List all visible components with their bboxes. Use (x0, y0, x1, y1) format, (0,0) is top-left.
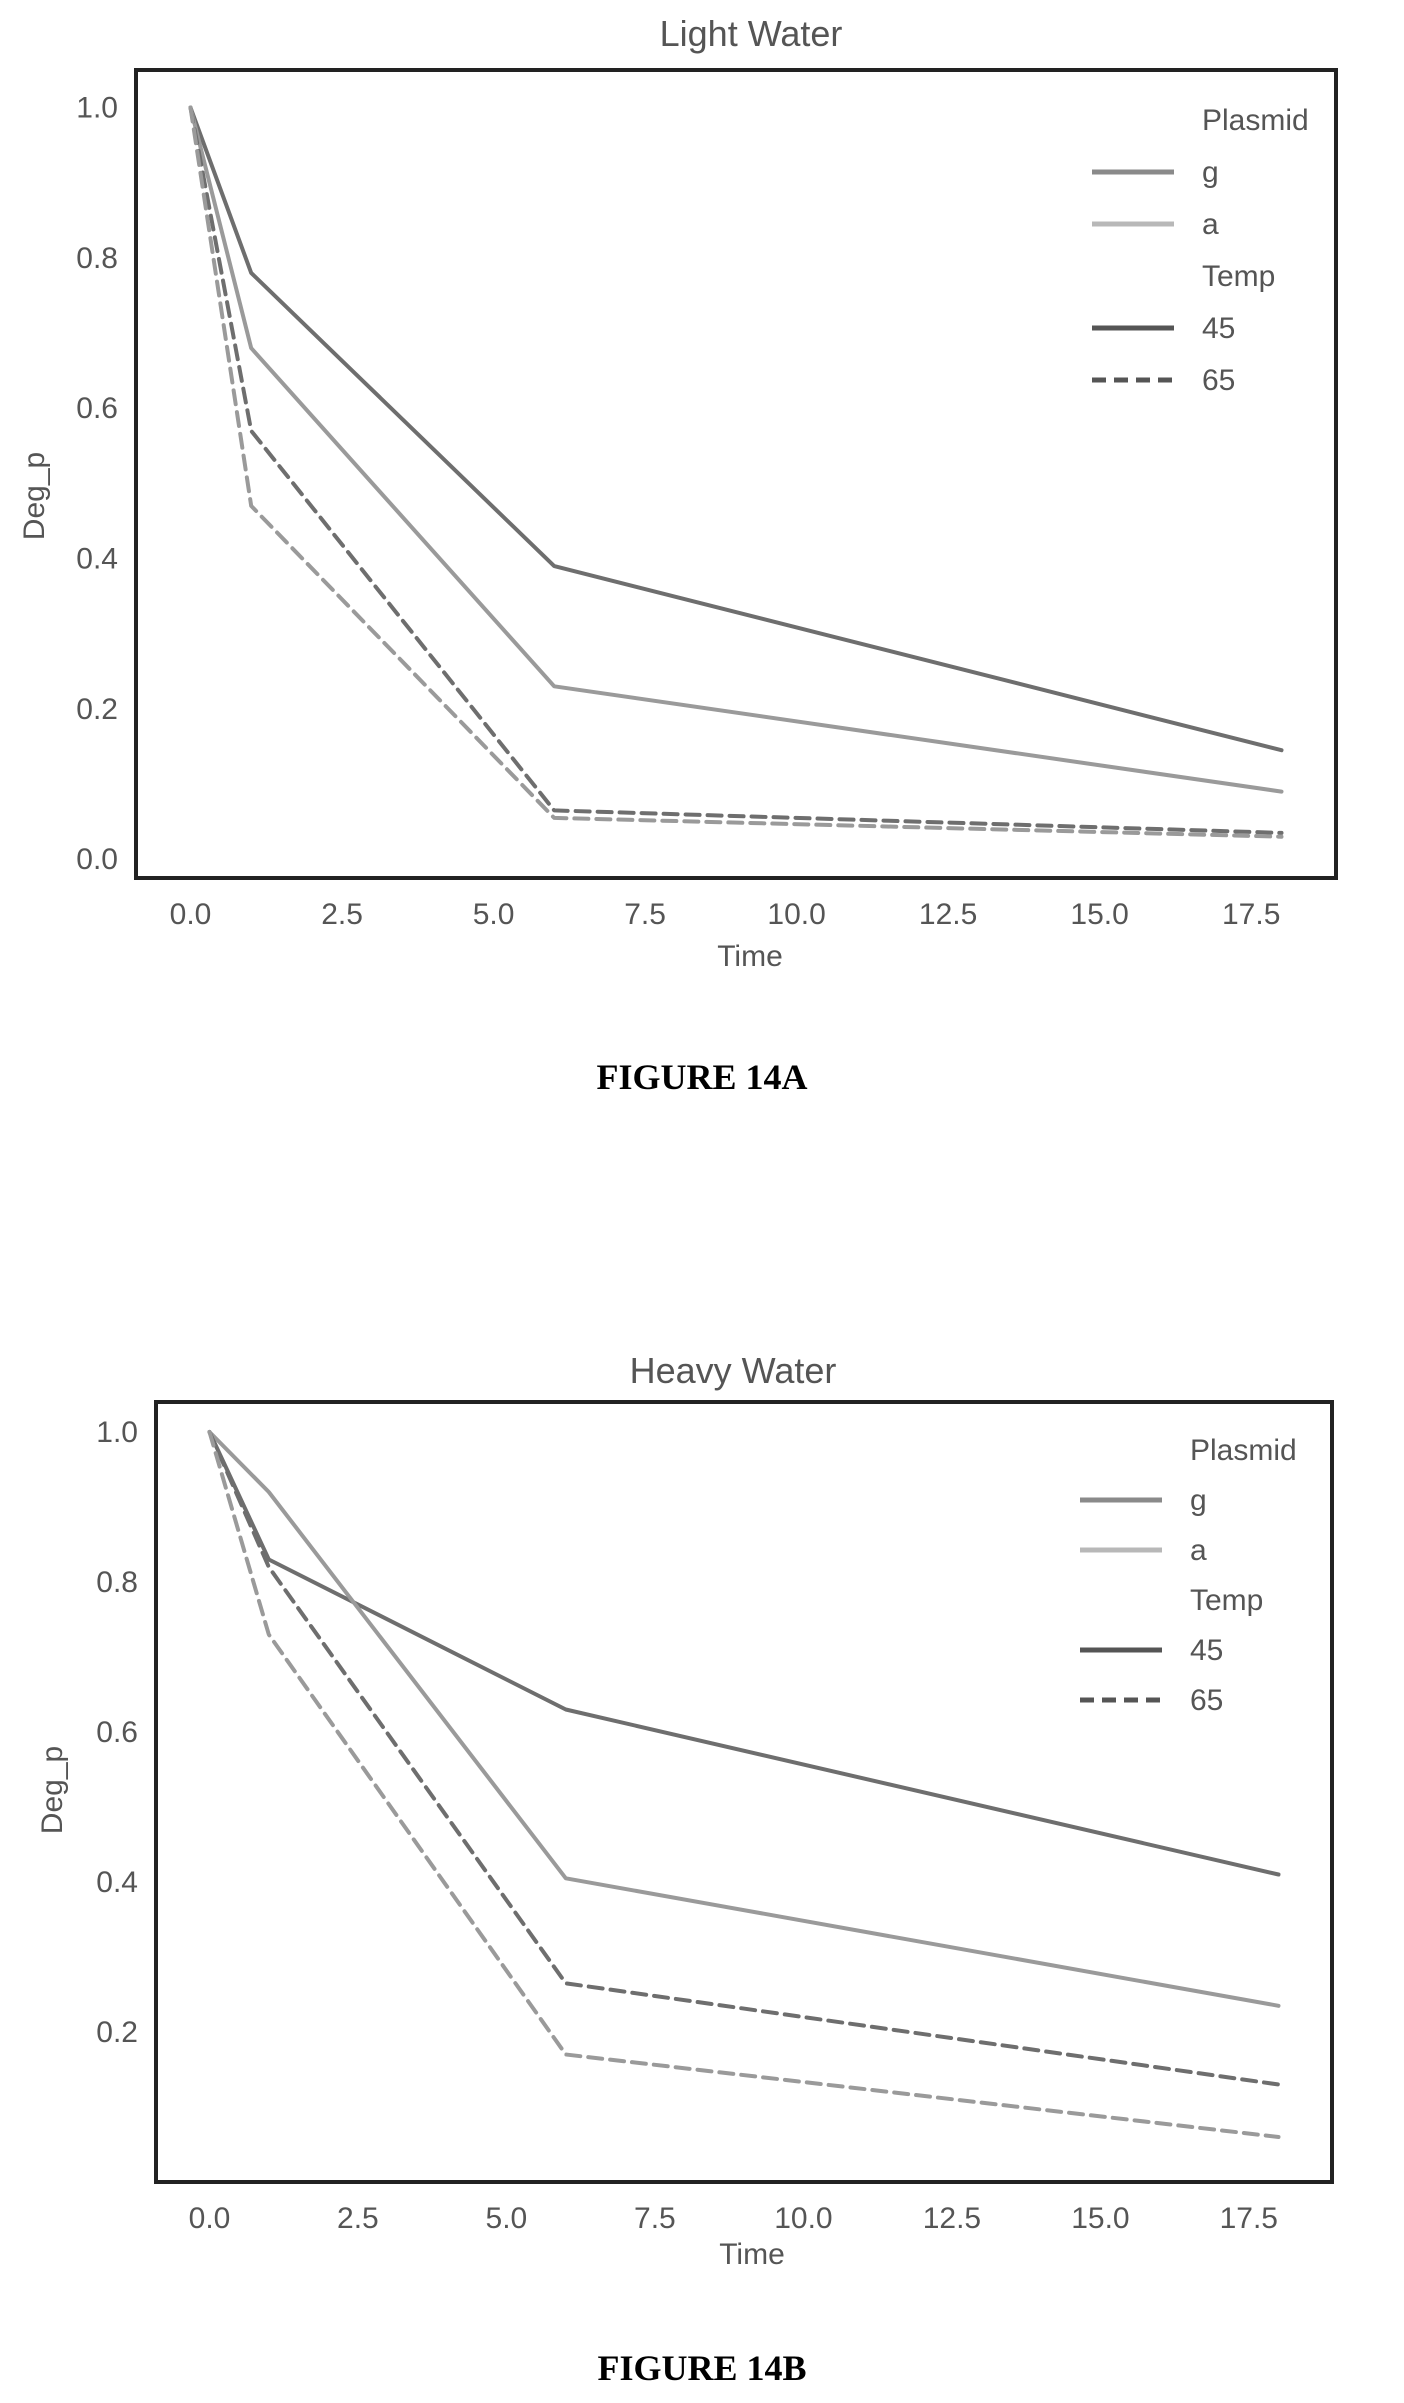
series-line-g-65 (188, 105, 1284, 835)
x-axis-ticks: 0.0 2.5 5.0 7.5 10.0 12.5 15.0 17.5 (189, 2202, 1278, 2235)
y-tick-label: 0.4 (76, 543, 118, 576)
x-tick-label: 10.0 (774, 2202, 832, 2235)
x-tick-label: 10.0 (767, 898, 825, 931)
y-tick-label: 1.0 (76, 92, 118, 125)
series-line-a-45 (207, 1430, 1281, 2008)
x-tick-label: 0.0 (189, 2202, 231, 2235)
x-axis-label: Time (719, 2238, 785, 2271)
figure-caption-14b: FIGURE 14B (597, 2348, 806, 2388)
legend: Plasmid ga Temp 45 65 (1080, 1434, 1297, 1717)
figure-caption-14a: FIGURE 14A (596, 1057, 807, 1097)
legend-label: g (1190, 1484, 1207, 1517)
y-tick-label: 0.8 (76, 242, 118, 275)
y-axis-ticks: 0.2 0.4 0.6 0.8 1.0 (96, 1416, 138, 2049)
x-tick-label: 5.0 (486, 2202, 528, 2235)
x-tick-label: 7.5 (634, 2202, 676, 2235)
legend-label: 45 (1190, 1634, 1223, 1667)
chart-plot-area (188, 105, 1284, 839)
x-tick-label: 15.0 (1071, 2202, 1129, 2235)
series-line-a-45 (188, 105, 1284, 794)
series-line-g-65 (207, 1430, 1281, 2087)
y-axis-label: Deg_p (18, 452, 51, 540)
x-tick-label: 0.0 (170, 898, 212, 931)
y-axis-label: Deg_p (36, 1746, 69, 1834)
x-tick-label: 7.5 (624, 898, 666, 931)
x-tick-label: 12.5 (919, 898, 977, 931)
legend-label: 65 (1190, 1684, 1223, 1717)
chart-title: Light Water (660, 13, 843, 54)
y-tick-label: 0.8 (96, 1566, 138, 1599)
x-tick-label: 17.5 (1222, 898, 1280, 931)
x-tick-label: 15.0 (1070, 898, 1128, 931)
chart-heavy-water: Heavy Water 0.0 2.5 5.0 7.5 10.0 12.5 15.0 17.5… (36, 1350, 1334, 2271)
legend-label: 45 (1202, 312, 1235, 345)
x-axis-ticks: 0.0 2.5 5.0 7.5 10.0 12.5 15.0 17.5 (170, 898, 1281, 931)
legend-label: g (1202, 156, 1219, 189)
chart-title: Heavy Water (630, 1350, 837, 1391)
x-tick-label: 5.0 (473, 898, 515, 931)
legend-header: Temp (1190, 1584, 1263, 1617)
y-tick-label: 0.6 (96, 1716, 138, 1749)
y-tick-label: 0.2 (76, 693, 118, 726)
x-axis-label: Time (717, 940, 783, 973)
y-tick-label: 1.0 (96, 1416, 138, 1449)
y-tick-label: 0.6 (76, 392, 118, 425)
legend-label: a (1202, 208, 1219, 241)
legend-header: Temp (1202, 260, 1275, 293)
chart-light-water: Light Water 0.0 2.5 5.0 7.5 10.0 12.5 15.0 17.5… (18, 13, 1338, 973)
series-line-g-45 (188, 105, 1284, 753)
plot-frame (134, 68, 1338, 880)
y-axis-ticks: 0.0 0.2 0.4 0.6 0.8 1.0 (76, 92, 118, 877)
series-line-a-65 (188, 105, 1284, 839)
legend-header: Plasmid (1202, 104, 1309, 137)
x-tick-label: 17.5 (1220, 2202, 1278, 2235)
x-tick-label: 12.5 (923, 2202, 981, 2235)
plot-frame (154, 1400, 1334, 2184)
legend-label: a (1190, 1534, 1207, 1567)
legend: Plasmid ga Temp 45 65 (1092, 104, 1309, 397)
y-tick-label: 0.2 (96, 2016, 138, 2049)
y-tick-label: 0.4 (96, 1866, 138, 1899)
series-line-a-65 (207, 1430, 1281, 2139)
y-tick-label: 0.0 (76, 843, 118, 876)
chart-plot-area (207, 1430, 1281, 2139)
x-tick-label: 2.5 (337, 2202, 379, 2235)
legend-label: 65 (1202, 364, 1235, 397)
x-tick-label: 2.5 (321, 898, 363, 931)
legend-header: Plasmid (1190, 1434, 1297, 1467)
